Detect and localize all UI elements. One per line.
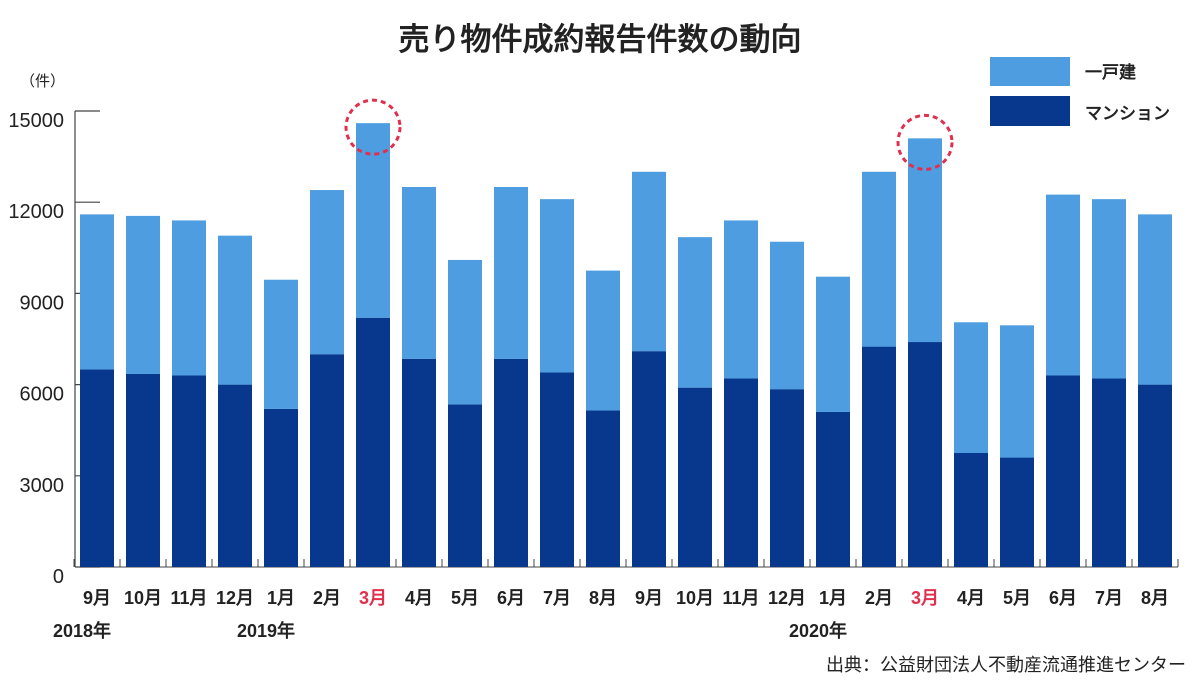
legend: 一戸建 マンション: [990, 57, 1170, 126]
x-tick-label: 6月: [497, 588, 525, 608]
y-tick-label: 9000: [20, 292, 65, 314]
legend-label-detached-house: 一戸建: [1085, 62, 1136, 82]
legend-swatch-detached-house: [990, 57, 1070, 86]
bar-segment-detached-house: [264, 279, 298, 409]
x-tick-label: 1月: [819, 588, 847, 608]
x-tick-label: 1月: [267, 588, 295, 608]
bar-segment-mansion: [1000, 457, 1034, 567]
x-tick-label: 11月: [170, 588, 207, 608]
x-tick-label: 5月: [1003, 588, 1031, 608]
legend-label-mansion: マンション: [1085, 104, 1170, 123]
bar-segment-mansion: [448, 404, 482, 567]
legend-item-detached-house: 一戸建: [990, 57, 1136, 86]
x-tick-label: 9月: [83, 588, 111, 608]
bar-segment-mansion: [218, 384, 252, 567]
bar-segment-detached-house: [1138, 214, 1172, 385]
legend-swatch-mansion: [990, 96, 1070, 126]
bar-segment-mansion: [494, 358, 528, 567]
x-tick-label: 4月: [405, 588, 433, 608]
x-tick-label: 12月: [768, 588, 806, 608]
x-tick-label: 8月: [1141, 588, 1169, 608]
bar-segment-mansion: [172, 375, 206, 567]
highlight-marks: [344, 98, 954, 171]
bar-segment-mansion: [770, 389, 804, 567]
bar-segment-detached-house: [310, 190, 344, 355]
bar-segment-mansion: [356, 317, 390, 567]
bar-segment-mansion: [908, 342, 942, 567]
bar-segment-detached-house: [540, 199, 574, 373]
year-label: 2020年: [789, 620, 847, 641]
y-tick-label: 6000: [20, 384, 65, 406]
y-axis-unit-label: （件）: [20, 73, 65, 90]
bar-segment-detached-house: [954, 322, 988, 453]
x-tick-label: 7月: [543, 588, 571, 608]
bar-segment-detached-house: [356, 123, 390, 318]
x-tick-label: 12月: [216, 588, 254, 608]
bar-segment-detached-house: [1046, 194, 1080, 376]
bar-segment-detached-house: [908, 138, 942, 343]
year-label: 2019年: [237, 620, 295, 641]
bar-segment-mansion: [126, 373, 160, 567]
bar-segment-detached-house: [1000, 325, 1034, 458]
bar-segment-mansion: [1046, 375, 1080, 567]
bar-segment-mansion: [264, 408, 298, 567]
x-tick-label: 2月: [865, 588, 893, 608]
legend-item-mansion: マンション: [990, 96, 1170, 126]
x-tick-label: 8月: [589, 588, 617, 608]
x-tick-label: 3月: [359, 588, 387, 608]
bar-segment-detached-house: [172, 220, 206, 376]
x-tick-label: 10月: [124, 588, 162, 608]
bar-segment-detached-house: [1092, 199, 1126, 379]
bar-segment-mansion: [678, 387, 712, 567]
x-tick-label: 11月: [722, 588, 759, 608]
y-tick-label: 12000: [8, 201, 64, 223]
x-tick-label: 2月: [313, 588, 341, 608]
bar-segment-mansion: [816, 411, 850, 567]
bar-segment-detached-house: [724, 220, 758, 379]
x-tick-label: 3月: [911, 588, 939, 608]
x-tick-label: 6月: [1049, 588, 1077, 608]
bar-segment-detached-house: [494, 187, 528, 359]
x-tick-label: 9月: [635, 588, 663, 608]
bar-segment-detached-house: [448, 259, 482, 405]
year-label: 2018年: [53, 620, 111, 641]
bar-segment-detached-house: [126, 215, 160, 374]
y-tick-label: 3000: [20, 475, 65, 497]
bar-segment-mansion: [632, 351, 666, 567]
bar-segment-mansion: [310, 354, 344, 567]
bar-segment-detached-house: [402, 187, 436, 359]
x-tick-label: 10月: [676, 588, 714, 608]
bar-segment-mansion: [724, 378, 758, 567]
bar-segment-detached-house: [218, 235, 252, 385]
bar-segment-detached-house: [678, 237, 712, 388]
bar-segment-detached-house: [632, 171, 666, 352]
x-tick-label: 4月: [957, 588, 985, 608]
highlight-circle: [344, 98, 402, 156]
chart-title: 売り物件成約報告件数の動向: [399, 22, 802, 57]
source-note: 出典：公益財団法人不動産流通推進センター: [826, 655, 1186, 675]
x-tick-label: 5月: [451, 588, 479, 608]
bar-segment-detached-house: [770, 241, 804, 390]
bar-segment-mansion: [80, 369, 114, 567]
bar-segment-mansion: [586, 410, 620, 567]
bars: [80, 123, 1172, 567]
axes: 0 3000 6000 9000 12000 15000: [8, 110, 1179, 588]
x-tick-label: 7月: [1095, 588, 1123, 608]
bar-segment-mansion: [402, 358, 436, 567]
bar-segment-detached-house: [862, 171, 896, 347]
bar-segment-detached-house: [80, 214, 114, 370]
bar-segment-detached-house: [816, 276, 850, 412]
bar-segment-mansion: [862, 346, 896, 567]
bar-segment-mansion: [540, 372, 574, 567]
x-axis-labels: 9月 10月 11月 12月 1月 2月 3月 4月 5月 6月 7月 8月 9月 10月 11月 12月 1月…: [53, 588, 1169, 641]
y-tick-label: 15000: [8, 110, 64, 132]
bar-segment-mansion: [1138, 384, 1172, 567]
bar-segment-detached-house: [586, 270, 620, 411]
y-tick-label: 0: [53, 566, 64, 588]
highlight-circle: [896, 113, 954, 171]
bar-segment-mansion: [1092, 378, 1126, 567]
bar-segment-mansion: [954, 453, 988, 567]
